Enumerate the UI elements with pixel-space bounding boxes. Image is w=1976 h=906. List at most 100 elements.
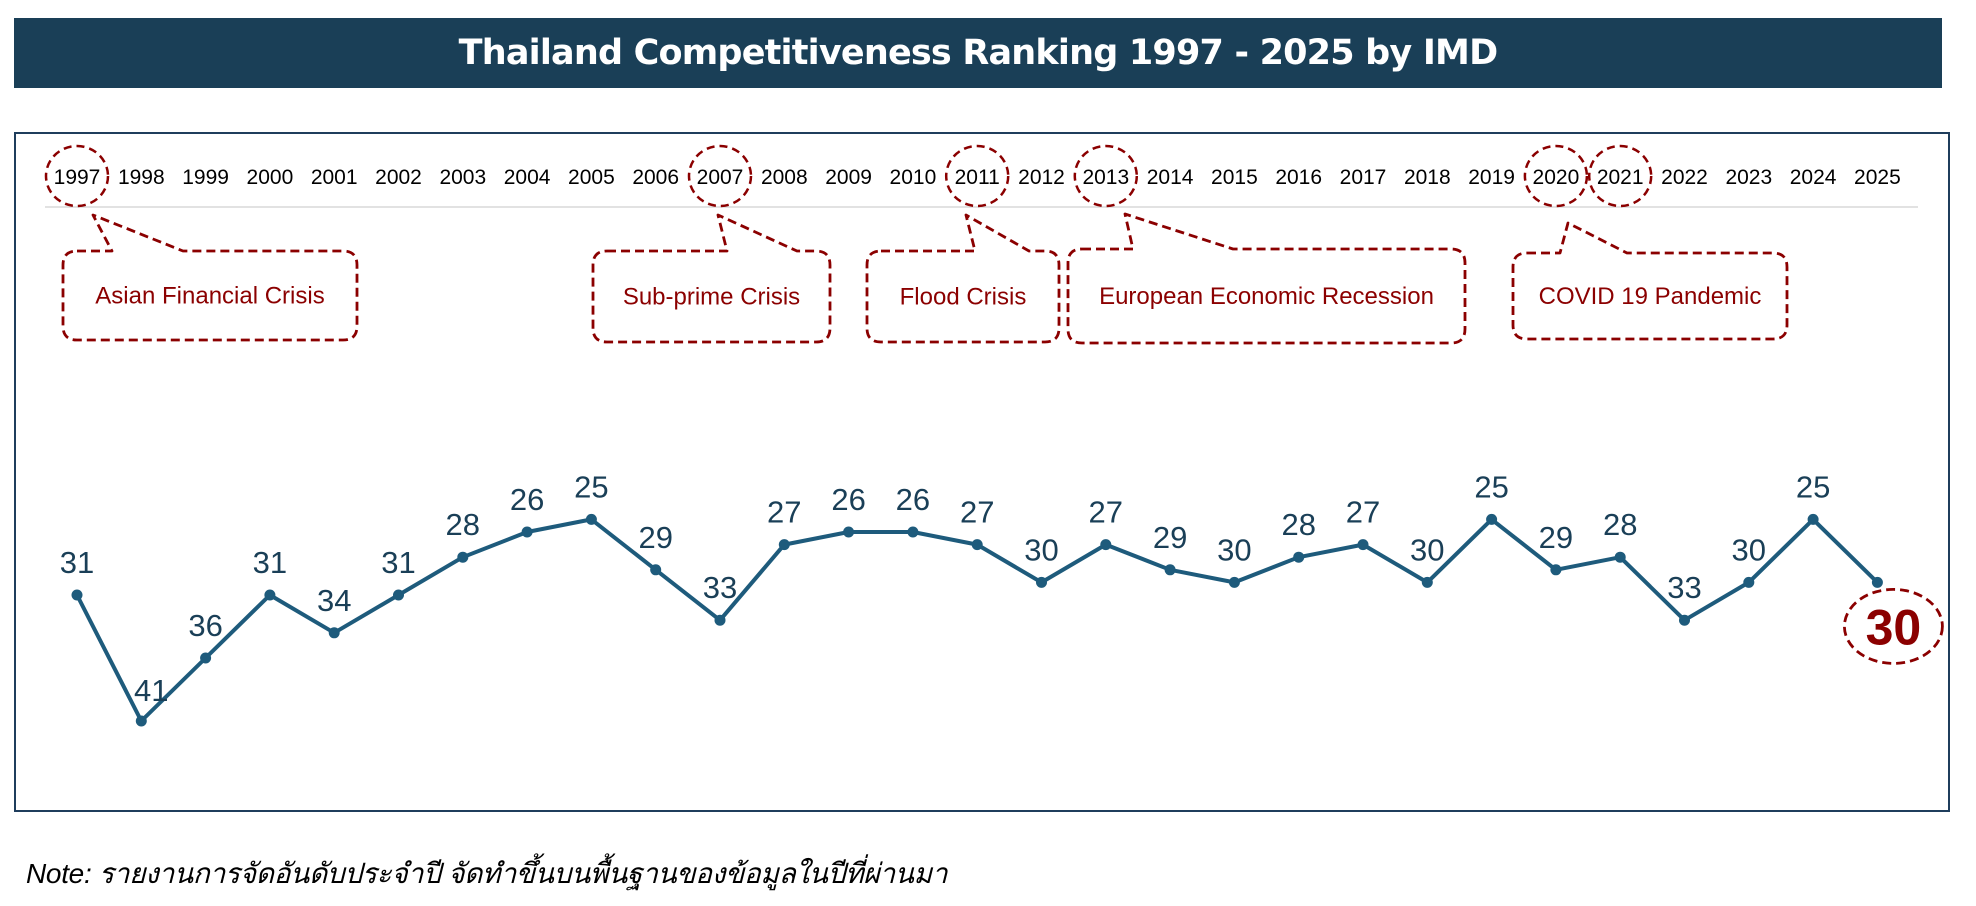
- value-label: 29: [1539, 520, 1573, 555]
- data-point: [1293, 551, 1305, 563]
- crisis-callout-1997: [61, 213, 359, 342]
- chart-title: Thailand Competitiveness Ranking 1997 - …: [458, 33, 1498, 73]
- year-highlight-circle: [944, 144, 1010, 208]
- value-label: 31: [381, 545, 415, 580]
- chart-frame: [14, 132, 1950, 812]
- value-label: 27: [767, 495, 801, 530]
- year-tick-label: 2014: [1147, 166, 1194, 189]
- data-point: [264, 589, 276, 601]
- crisis-callout-2020: [1511, 221, 1789, 341]
- latest-value-label: 30: [1866, 599, 1922, 655]
- year-tick-label: 2002: [375, 166, 422, 189]
- crisis-label: Sub-prime Crisis: [623, 284, 800, 311]
- year-axis: 1997 1998 1999 2000 2001 2002 2003 2004 2005 2006…: [44, 144, 1918, 208]
- value-label: 30: [1732, 532, 1766, 567]
- crisis-label: Flood Crisis: [900, 284, 1027, 311]
- crisis-label: European Economic Recession: [1099, 283, 1434, 310]
- data-point: [1036, 576, 1047, 588]
- year-tick-label: 2012: [1018, 166, 1065, 189]
- year-highlight-circle: [1073, 144, 1139, 208]
- latest-value-highlight-circle: [1843, 588, 1944, 665]
- crisis-callout-2013: [1066, 212, 1467, 345]
- crisis-callout-2007: [591, 213, 832, 344]
- value-label: 26: [831, 482, 865, 517]
- year-tick-label: 1999: [182, 166, 229, 189]
- value-label: 30: [1217, 532, 1251, 567]
- year-tick-label: 2016: [1275, 166, 1322, 189]
- year-tick-label: 2009: [825, 166, 872, 189]
- data-point: [907, 526, 919, 538]
- year-highlight-circle: [1587, 144, 1653, 208]
- data-point: [1679, 614, 1690, 626]
- value-label: 31: [253, 545, 287, 580]
- value-label: 28: [1603, 507, 1637, 542]
- data-point: [1421, 576, 1433, 588]
- data-point: [1228, 576, 1240, 588]
- value-label: 33: [703, 570, 737, 605]
- year-tick-label: 2018: [1404, 166, 1451, 189]
- value-label: 28: [446, 507, 480, 542]
- year-tick-label: 2024: [1790, 166, 1837, 189]
- year-highlight-circle: [44, 144, 110, 208]
- data-point: [328, 627, 340, 639]
- data-point: [457, 551, 469, 563]
- year-tick-label: 2005: [568, 166, 615, 189]
- value-label: 27: [1089, 495, 1123, 530]
- value-label: 27: [960, 495, 994, 530]
- value-label: 26: [510, 482, 544, 517]
- data-point: [1614, 551, 1626, 563]
- year-tick-label: 2019: [1468, 166, 1515, 189]
- data-point: [1550, 564, 1562, 576]
- value-label: 41: [134, 673, 168, 708]
- value-label: 28: [1281, 507, 1315, 542]
- value-label: 36: [188, 608, 222, 643]
- data-point: [971, 539, 983, 551]
- data-point: [135, 715, 147, 727]
- year-tick-label: 2010: [890, 166, 937, 189]
- data-point: [521, 526, 533, 538]
- value-label: 30: [1410, 532, 1444, 567]
- title-bar: Thailand Competitiveness Ranking 1997 - …: [14, 18, 1942, 88]
- year-tick-label: 2017: [1340, 166, 1387, 189]
- year-tick-label: 2003: [439, 166, 486, 189]
- year-tick-label: 2004: [504, 166, 551, 189]
- year-tick-label: 2008: [761, 166, 808, 189]
- data-point: [714, 614, 726, 626]
- data-point: [200, 652, 212, 664]
- year-tick-label: 2015: [1211, 166, 1258, 189]
- year-tick-label: 2023: [1725, 166, 1772, 189]
- year-tick-label: 2000: [247, 166, 294, 189]
- year-highlight-circle: [687, 144, 753, 208]
- value-label: 29: [638, 520, 672, 555]
- year-tick-label: 1997: [54, 166, 101, 189]
- value-label: 26: [896, 482, 930, 517]
- year-tick-label: 2011: [955, 166, 1000, 189]
- ranking-series: [71, 513, 1883, 727]
- year-tick-label: 2021: [1597, 166, 1644, 189]
- value-label: 29: [1153, 520, 1187, 555]
- crisis-callout-2011: [865, 213, 1061, 344]
- year-tick-label: 2001: [311, 166, 358, 189]
- value-label: 34: [317, 583, 351, 618]
- data-point: [1807, 513, 1819, 525]
- data-point: [1164, 564, 1176, 576]
- data-point: [1486, 513, 1498, 525]
- crisis-annotations: Asian Financial Crisis Sub-prime Crisis Fl…: [61, 212, 1789, 345]
- value-label: 27: [1346, 495, 1380, 530]
- value-label: 31: [60, 545, 94, 580]
- data-point: [585, 513, 597, 525]
- year-highlight-circle: [1523, 144, 1589, 208]
- footnote: Note: รายงานการจัดอันดับประจำปี จัดทำขึ้…: [26, 858, 948, 889]
- value-label: 30: [1024, 532, 1058, 567]
- year-tick-label: 2006: [632, 166, 679, 189]
- crisis-label: COVID 19 Pandemic: [1539, 283, 1762, 310]
- data-point: [843, 526, 855, 538]
- value-labels: 31 41 36 31 34 31 28 26 25 29 33 27 26 26 27 30 27 29 30 28…: [60, 469, 1944, 708]
- value-label: 25: [574, 469, 608, 504]
- year-tick-label: 2022: [1661, 166, 1708, 189]
- value-label: 25: [1474, 469, 1508, 504]
- data-point: [650, 564, 662, 576]
- value-label: 33: [1667, 570, 1701, 605]
- crisis-label: Asian Financial Crisis: [95, 283, 324, 310]
